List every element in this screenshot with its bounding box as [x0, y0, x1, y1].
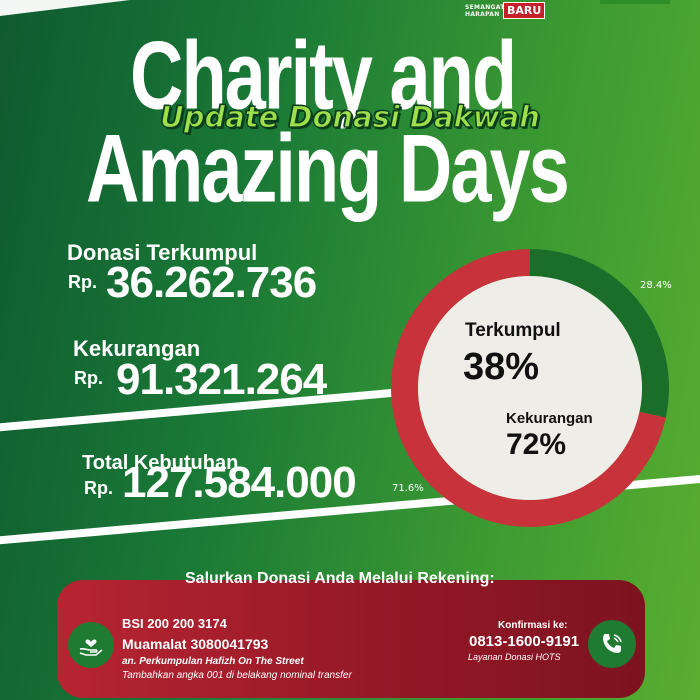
bank-account-bsi: BSI 200 200 3174 [122, 616, 227, 631]
brand-logo: SEMANGAT HARAPAN BARU [465, 2, 546, 19]
donut-slice-terkumpul [530, 249, 669, 418]
service-name: Layanan Donasi HOTS [468, 652, 561, 662]
bank-heading: Salurkan Donasi Anda Melalui Rekening: [185, 570, 495, 587]
shortfall-label: Kekurangan [73, 336, 201, 361]
collected-label: Donasi Terkumpul [67, 240, 258, 265]
confirm-label: Konfirmasi ke: [498, 620, 568, 631]
collected-currency: Rp. [68, 272, 97, 292]
shortfall-value: 91.321.264 [116, 355, 327, 404]
donation-donut-chart [390, 248, 670, 528]
confirm-phone[interactable]: 0813-1600-9191 [469, 633, 580, 650]
collected-value: 36.262.736 [106, 258, 317, 307]
slice-label-shortfall: 71.6% [392, 483, 424, 494]
total-currency: Rp. [84, 478, 113, 498]
corner-decoration [0, 0, 130, 16]
brand-badge: BARU [503, 2, 546, 19]
hand-heart-icon [68, 622, 114, 668]
total-value: 127.584.000 [122, 458, 357, 507]
transfer-note: Tambahkan angka 001 di belakang nominal … [122, 670, 352, 681]
donut-svg [391, 249, 669, 527]
bank-holder: an. Perkumpulan Hafizh On The Street [122, 656, 304, 667]
center-label-collected: Terkumpul [465, 320, 561, 341]
center-value-collected: 38% [463, 346, 540, 388]
bank-info-box [57, 580, 645, 698]
donut-center [418, 276, 642, 500]
shortfall-currency: Rp. [74, 368, 103, 388]
title-line2: Amazing Days [86, 114, 570, 223]
center-label-shortfall: Kekurangan [506, 410, 593, 427]
corner-bar [600, 0, 670, 4]
bank-account-muamalat: Muamalat 3080041793 [122, 636, 269, 652]
brand-tagline: SEMANGAT HARAPAN [465, 3, 505, 18]
title-line1: Charity and [130, 21, 517, 130]
total-label: Total Kebutuhan [82, 452, 239, 474]
center-value-shortfall: 72% [506, 428, 567, 461]
subtitle: Update Donasi Dakwah [160, 99, 541, 134]
slice-label-collected: 28.4% [640, 280, 672, 291]
phone-icon[interactable] [588, 620, 636, 668]
